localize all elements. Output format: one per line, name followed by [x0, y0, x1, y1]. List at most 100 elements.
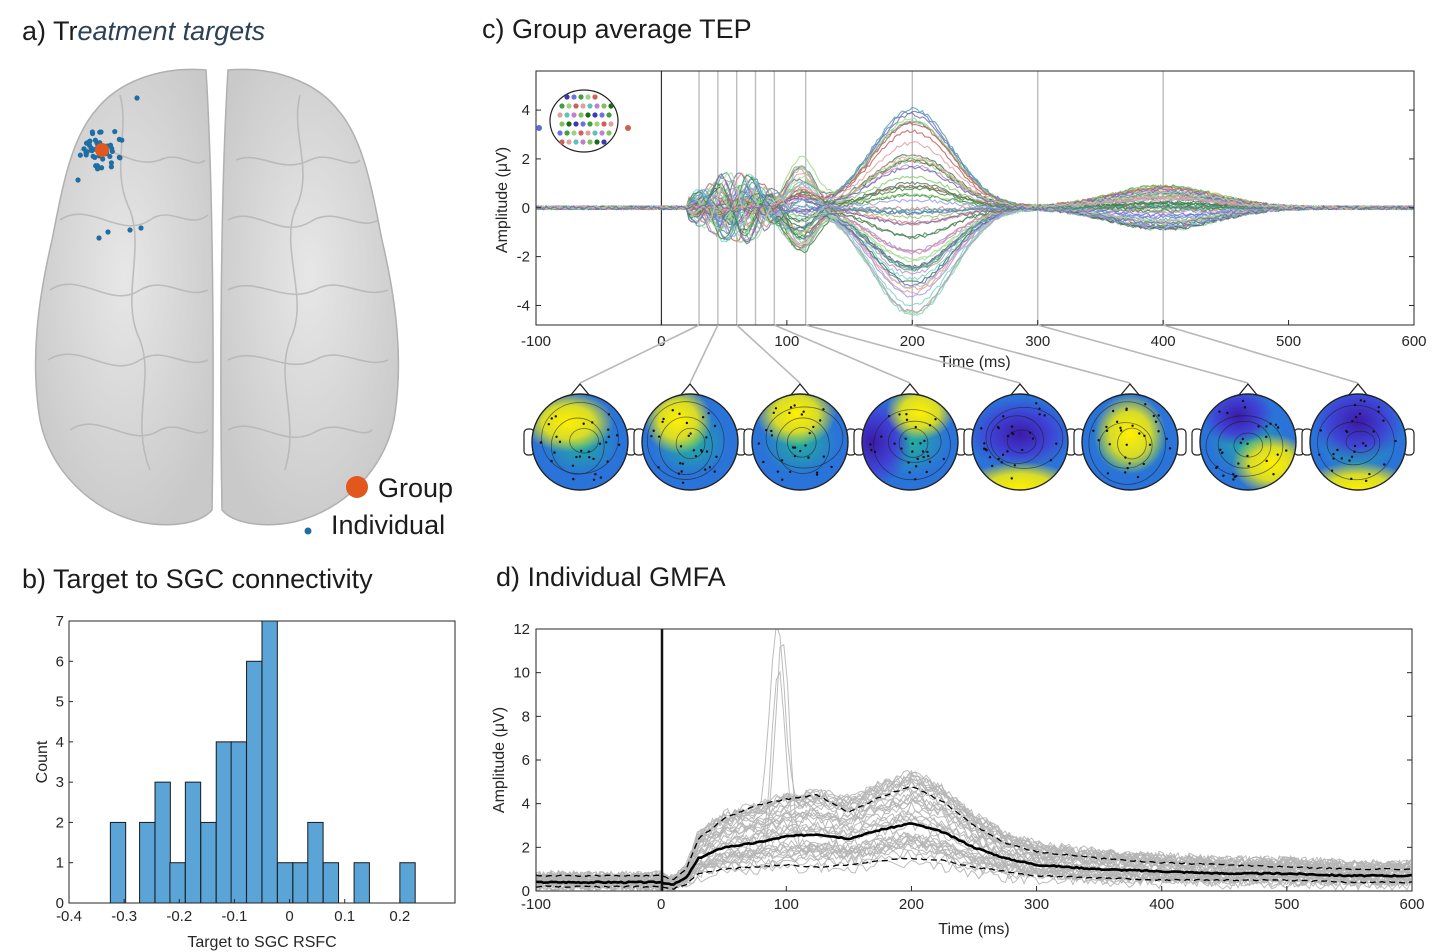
topo-contour	[898, 428, 929, 458]
gmfa-x-tick-label: 0	[657, 896, 665, 913]
topo-field	[1310, 394, 1406, 490]
tep-x-tick-label: 500	[1276, 333, 1301, 350]
topo-electrode	[575, 455, 578, 459]
inset-electrode	[571, 94, 577, 100]
topo-electrode	[1055, 442, 1058, 445]
electrode-layout-inset	[536, 89, 631, 153]
topo-outline	[751, 393, 849, 491]
gmfa-x-tick-label: 500	[1274, 896, 1299, 913]
individual-target-dot	[92, 137, 98, 143]
topo-electrode	[800, 413, 804, 416]
tep-channel-trace	[536, 167, 1414, 315]
topo-contour	[646, 401, 725, 480]
topo-positive-region	[972, 462, 1068, 490]
histogram-y-tick-label: 1	[56, 855, 64, 872]
topo-electrode	[1105, 425, 1108, 429]
topo-map	[963, 382, 1077, 491]
gmfa-individual-trace	[536, 776, 1412, 886]
topo-electrode	[679, 462, 682, 465]
gmfa-y-tick-label: 12	[513, 621, 530, 638]
topo-electrode	[1377, 405, 1380, 409]
topo-electrode	[1222, 474, 1225, 477]
topo-electrode	[921, 450, 925, 453]
tep-y-label: Amplitude (μV)	[494, 147, 511, 253]
topo-electrode	[905, 412, 908, 416]
topo-electrode	[904, 437, 907, 441]
inset-electrode	[601, 103, 607, 109]
inset-electrode	[592, 112, 598, 118]
individual-target-dot	[116, 136, 122, 142]
topo-electrode	[1345, 430, 1349, 434]
topo-electrode	[1364, 444, 1368, 447]
topo-electrode	[704, 468, 707, 471]
tep-x-label: Time (ms)	[939, 354, 1010, 371]
topo-connector-lines	[579, 324, 1359, 384]
inset-electrode	[606, 130, 612, 136]
topo-electrode	[606, 460, 609, 463]
inset-electrode	[580, 121, 586, 127]
topo-electrode	[1220, 451, 1224, 455]
topo-contour	[765, 406, 844, 469]
gmfa-x-tick-label: 400	[1149, 896, 1174, 913]
topo-electrode	[770, 429, 773, 433]
topo-electrode	[587, 450, 591, 453]
individual-target-dot	[77, 152, 83, 158]
topo-electrode	[689, 432, 692, 435]
histogram-y-tick-label: 6	[56, 653, 64, 670]
topo-connector-line	[805, 324, 1021, 384]
topo-electrode	[678, 412, 681, 416]
topo-nose	[899, 382, 921, 397]
topo-electrode	[1126, 466, 1129, 470]
individual-target-dot	[96, 235, 102, 241]
topo-electrode	[926, 454, 930, 458]
topo-electrode	[822, 455, 826, 458]
topo-positive-region	[1310, 462, 1406, 490]
topo-electrode	[680, 470, 683, 473]
topo-electrode	[887, 414, 891, 418]
inset-electrode	[564, 130, 570, 136]
topo-map	[1301, 382, 1415, 491]
inset-electrode	[571, 130, 577, 136]
topo-electrode	[1274, 423, 1278, 427]
histogram-y-tick-label: 4	[56, 734, 64, 751]
topo-electrode	[1006, 450, 1009, 453]
histogram-bar	[169, 862, 186, 904]
inset-electrode	[587, 121, 593, 127]
inset-electrode	[566, 121, 572, 127]
topo-electrode	[1111, 409, 1115, 413]
topo-electrode	[1318, 453, 1321, 456]
topo-contour	[675, 427, 706, 460]
topo-map	[523, 382, 637, 491]
topo-electrode	[873, 450, 877, 454]
individual-target-dot	[109, 145, 115, 152]
topo-electrode	[1232, 473, 1235, 476]
inset-electrode	[594, 103, 600, 109]
topo-electrode	[1354, 415, 1358, 419]
histogram-x-tick-label: -0.3	[111, 908, 137, 925]
gmfa-y-label: Amplitude (μV)	[491, 707, 508, 813]
topo-electrode	[1148, 443, 1152, 446]
topo-electrode	[1106, 472, 1110, 475]
topo-contour	[786, 427, 817, 458]
histogram-y-tick-label: 0	[56, 895, 64, 912]
topo-electrode	[926, 450, 929, 454]
topo-contour	[1088, 401, 1167, 485]
topo-field	[642, 394, 738, 490]
inset-electrode	[557, 112, 563, 118]
tep-x-tick-label: 400	[1151, 333, 1176, 350]
topo-contour	[1205, 415, 1284, 477]
histogram-x-tick-label: -0.1	[221, 908, 247, 925]
gmfa-individual-trace	[536, 771, 1412, 883]
histogram-bar	[200, 821, 217, 904]
histogram-bar	[307, 821, 324, 904]
brain-render	[34, 68, 400, 526]
topo-electrode	[1257, 425, 1260, 428]
histogram-x-label: Target to SGC RSFC	[187, 934, 336, 951]
histogram-x-tick-label: 0	[285, 908, 293, 925]
histogram-bar	[292, 862, 309, 904]
topo-electrode	[650, 434, 653, 438]
topo-electrode	[788, 470, 792, 474]
tep-x-tick-label: 200	[900, 333, 925, 350]
topo-electrode	[1157, 430, 1160, 433]
individual-target-dot	[138, 225, 144, 231]
